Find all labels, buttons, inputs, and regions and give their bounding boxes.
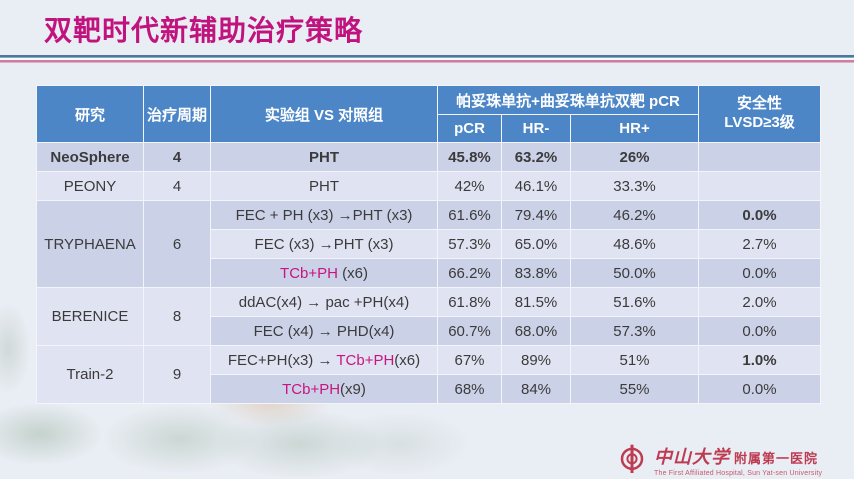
table-row-neosphere: NeoSphere 4 PHT 45.8% 63.2% 26% <box>36 142 822 172</box>
column-group-header-dual-target-pcr: 帕妥珠单抗+曲妥珠单抗双靶 pCR <box>436 85 700 115</box>
hr-negative-cell: 65.0% <box>501 229 571 259</box>
table-row-tryphaena-1: TRYPHAENA 6 FEC + PH (x3) →PHT (x3) 61.6… <box>36 200 822 288</box>
lvsd-cell: 0.0% <box>698 316 822 346</box>
hr-negative-cell: 68.0% <box>501 316 571 346</box>
pcr-cell: 68% <box>437 374 502 404</box>
study-cell: NeoSphere <box>36 142 144 172</box>
table-row-berenice-2: FEC (x4) → PHD(x4) 60.7% 68.0% 57.3% 0.0… <box>37 316 822 346</box>
lvsd-cell <box>698 142 822 172</box>
table-row-tryphaena-2: FEC (x3) →PHT (x3) 57.3% 65.0% 48.6% 2.7… <box>37 229 822 259</box>
regimen-cell: TCb+PH (x6) <box>210 258 438 288</box>
table-row-train2-2: TCb+PH(x9) 68% 84% 55% 0.0% <box>37 374 822 404</box>
lvsd-cell: 0.0% <box>698 374 822 404</box>
pcr-cell: 42% <box>437 171 502 201</box>
hr-positive-cell: 33.3% <box>569 171 700 201</box>
table-row-tryphaena-3: TCb+PH (x6) 66.2% 83.8% 50.0% 0.0% <box>37 258 822 288</box>
column-header-arm: 实验组 VS 对照组 <box>210 85 438 143</box>
cycles-cell: 4 <box>143 142 211 172</box>
lvsd-cell: 1.0% <box>698 345 822 375</box>
hr-positive-cell: 51.6% <box>569 287 700 317</box>
lvsd-cell: 2.7% <box>698 229 822 259</box>
lvsd-cell: 0.0% <box>698 200 822 230</box>
regimen-cell: FEC + PH (x3) →PHT (x3) <box>210 200 438 230</box>
hr-positive-cell: 26% <box>569 142 700 172</box>
hr-positive-cell: 48.6% <box>569 229 700 259</box>
column-header-study: 研究 <box>36 85 144 143</box>
cycles-cell: 9 <box>143 345 211 404</box>
hospital-logo: 中山大学 附属第一医院 The First Affiliated Hospita… <box>617 443 822 477</box>
slide-title: 双靶时代新辅助治疗策略 <box>44 15 364 46</box>
cycles-cell: 6 <box>143 200 211 288</box>
column-header-cycles: 治疗周期 <box>143 85 211 143</box>
hr-positive-cell: 57.3% <box>569 316 700 346</box>
cycles-cell: 4 <box>143 171 211 201</box>
hr-negative-cell: 81.5% <box>501 287 571 317</box>
column-header-safety: 安全性 LVSD≥3级 <box>698 85 822 143</box>
pcr-cell: 61.6% <box>437 200 502 230</box>
hospital-name: 附属第一医院 <box>734 451 819 466</box>
pcr-cell: 57.3% <box>437 229 502 259</box>
regimen-cell: FEC (x3) →PHT (x3) <box>210 229 438 259</box>
pcr-cell: 45.8% <box>437 142 502 172</box>
lvsd-cell <box>698 171 822 201</box>
table-row-train2-1: Train-2 9 FEC+PH(x3) → TCb+PH(x6) 67% 89… <box>36 345 822 404</box>
university-name: 中山大学 <box>654 447 730 468</box>
hr-negative-cell: 83.8% <box>501 258 571 288</box>
study-cell: PEONY <box>36 171 144 201</box>
regimen-cell: FEC (x4) → PHD(x4) <box>210 316 438 346</box>
regimen-cell: FEC+PH(x3) → TCb+PH(x6) <box>210 345 438 375</box>
hr-negative-cell: 84% <box>501 374 571 404</box>
table-row-peony: PEONY 4 PHT 42% 46.1% 33.3% <box>36 171 822 201</box>
hr-positive-cell: 51% <box>569 345 700 375</box>
hospital-logo-icon <box>620 444 644 473</box>
safety-header-line2: LVSD≥3级 <box>724 114 795 131</box>
hospital-name-english: The First Affiliated Hospital, Sun Yat-s… <box>654 470 823 477</box>
hr-negative-cell: 89% <box>501 345 571 375</box>
safety-header-line1: 安全性 <box>737 95 783 113</box>
hr-positive-cell: 46.2% <box>569 200 700 230</box>
regimen-cell: PHT <box>210 171 438 201</box>
study-cell: TRYPHAENA <box>36 200 144 288</box>
lvsd-cell: 2.0% <box>698 287 822 317</box>
cycles-cell: 8 <box>143 287 211 346</box>
hr-positive-cell: 50.0% <box>569 258 700 288</box>
pcr-cell: 60.7% <box>437 316 502 346</box>
faded-campus-photo-edge <box>0 289 40 399</box>
lvsd-cell: 0.0% <box>698 258 822 288</box>
column-header-hr-positive: HR+ <box>569 114 700 143</box>
pcr-cell: 66.2% <box>437 258 502 288</box>
study-results-table: 研究 治疗周期 实验组 VS 对照组 帕妥珠单抗+曲妥珠单抗双靶 pCR 安全性… <box>36 85 822 404</box>
regimen-cell: TCb+PH(x9) <box>210 374 438 404</box>
pcr-cell: 67% <box>437 345 502 375</box>
column-header-hr-negative: HR- <box>501 114 571 143</box>
study-cell: Train-2 <box>36 345 144 404</box>
hr-positive-cell: 55% <box>569 374 700 404</box>
study-cell: BERENICE <box>36 287 144 346</box>
table-row-berenice-1: BERENICE 8 ddAC(x4) → pac +PH(x4) 61.8% … <box>36 287 822 346</box>
hr-negative-cell: 46.1% <box>501 171 571 201</box>
regimen-cell: PHT <box>210 142 438 172</box>
pcr-cell: 61.8% <box>437 287 502 317</box>
column-header-pcr: pCR <box>437 114 502 143</box>
regimen-cell: ddAC(x4) → pac +PH(x4) <box>210 287 438 317</box>
title-separator <box>0 55 854 63</box>
hr-negative-cell: 79.4% <box>501 200 571 230</box>
hr-negative-cell: 63.2% <box>501 142 571 172</box>
